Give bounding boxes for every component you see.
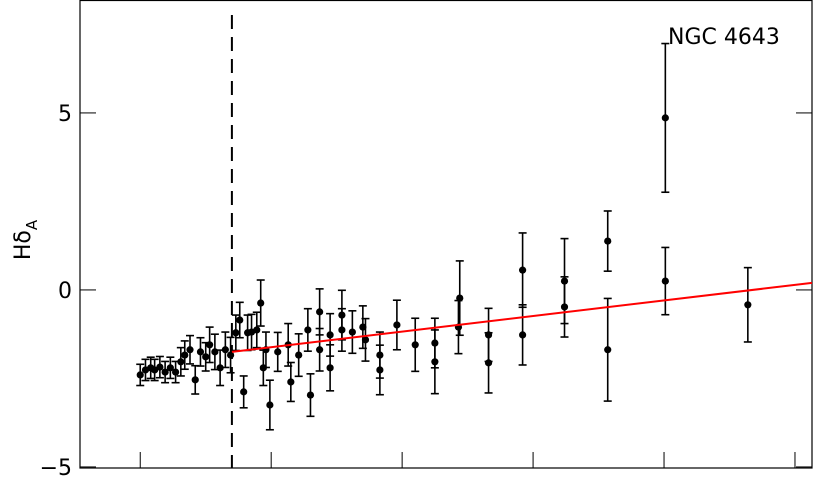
point	[519, 331, 527, 339]
point	[181, 351, 189, 359]
point	[431, 358, 439, 366]
point	[232, 329, 240, 337]
point	[316, 346, 324, 354]
point	[136, 371, 144, 379]
point	[274, 348, 282, 356]
point	[177, 358, 185, 366]
point	[196, 348, 205, 356]
y-label-sub: A	[23, 219, 41, 230]
point	[161, 368, 169, 376]
point	[216, 364, 224, 372]
point	[191, 376, 199, 384]
y-label-main: Hδ	[11, 230, 36, 260]
y-tick-label: 0	[58, 279, 72, 304]
point	[376, 366, 384, 374]
point	[661, 114, 669, 122]
point	[326, 364, 334, 372]
annotation: NGC 4643	[668, 25, 780, 50]
point	[304, 326, 312, 334]
point	[744, 301, 752, 309]
point	[393, 321, 401, 329]
point	[604, 346, 612, 354]
point	[253, 326, 261, 334]
point	[295, 351, 303, 359]
point	[226, 351, 235, 359]
point	[166, 364, 174, 372]
point	[240, 388, 248, 396]
point	[411, 341, 419, 349]
plot-frame	[79, 0, 813, 469]
point	[186, 346, 194, 354]
point	[257, 299, 265, 307]
point	[361, 336, 370, 344]
point	[661, 277, 669, 285]
point	[519, 266, 527, 274]
point	[287, 378, 295, 386]
point	[348, 328, 356, 336]
point	[202, 353, 210, 361]
y-axis-label: HδA	[11, 219, 41, 260]
point	[316, 308, 324, 316]
point	[171, 368, 180, 376]
point	[560, 303, 569, 311]
y-tick-label: −5	[40, 456, 72, 481]
point	[306, 391, 315, 399]
y-tick-label: 5	[58, 102, 72, 127]
point	[326, 331, 334, 339]
point	[359, 323, 367, 331]
point	[266, 401, 274, 409]
point	[156, 363, 164, 371]
point	[338, 326, 346, 334]
point	[221, 346, 229, 354]
point	[484, 359, 493, 367]
point	[236, 316, 244, 324]
fit-line	[231, 281, 813, 353]
point	[206, 341, 214, 349]
point	[604, 237, 612, 245]
